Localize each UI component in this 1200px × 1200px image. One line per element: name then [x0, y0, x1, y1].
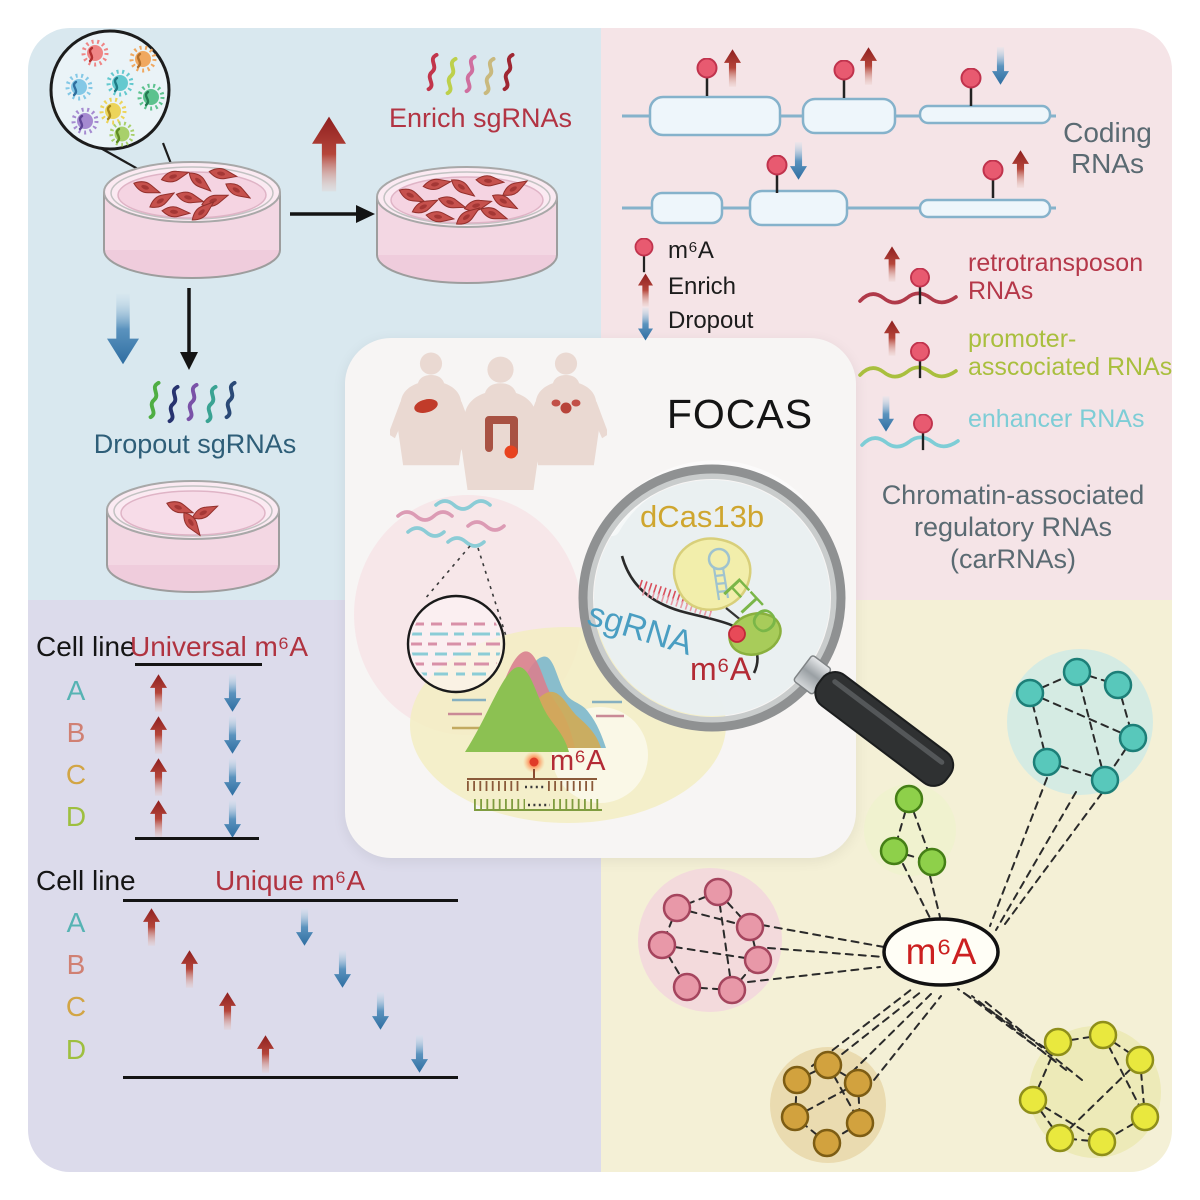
universal-row-a: A: [66, 675, 86, 706]
enrich-legend-icon: [638, 273, 653, 307]
human-silhouettes: [390, 352, 607, 490]
green-cluster-nodes: [879, 784, 947, 877]
teal-cluster-nodes: [1015, 657, 1148, 795]
universal-m6a-title: Universal m⁶A: [130, 631, 309, 662]
retrotransposon-label: retrotransposon RNAs: [968, 249, 1144, 305]
magnifier-handle: [793, 655, 955, 787]
petri-dish-initial: [103, 161, 281, 279]
coding-rnas-label: Coding RNAs: [1063, 117, 1152, 179]
dropout-arrow-icon: [107, 293, 139, 365]
dropout-sgrna-squiggles: [148, 380, 237, 424]
sequence-combs: [467, 778, 602, 811]
petri-dish-enriched: [376, 166, 558, 284]
retrotransposon-row: [858, 246, 958, 306]
m6a-peaks: [448, 651, 624, 780]
unique-row-c: C: [65, 991, 87, 1022]
universal-bottom-rule: [135, 837, 259, 840]
pink-cluster-nodes: [647, 877, 773, 1005]
petri-dish-dropout: [106, 480, 280, 593]
yellow-cluster-nodes: [1018, 1020, 1160, 1157]
peaks-m6a-label: m⁶A: [550, 745, 606, 777]
m6a-network: [638, 649, 1161, 1163]
m6a-hub-oval: [882, 917, 1000, 987]
enrich-sgrna-squiggles: [426, 52, 515, 96]
rna-strands: [396, 499, 506, 548]
m6a-lollipop-icon: [634, 238, 654, 274]
universal-cell-line-header: Cell line: [36, 631, 136, 662]
legend-enrich-label: Enrich: [668, 273, 737, 300]
universal-top-rule: [135, 663, 262, 666]
enhancer-label: enhancer RNAs: [968, 405, 1145, 433]
legend-m6a-label: m⁶A: [668, 237, 714, 264]
arrow-to-enriched: [290, 205, 375, 223]
virus-particles: [65, 39, 165, 147]
dcas13b-label: dCas13b: [640, 499, 765, 534]
enrich-sgrnas-label: Enrich sgRNAs: [388, 103, 573, 133]
sequencing-reads-circle: [406, 594, 506, 694]
focas-title: FOCAS: [666, 391, 814, 437]
unique-arrows: [143, 908, 428, 1073]
universal-arrows: [150, 674, 241, 838]
universal-row-d: D: [65, 801, 87, 832]
universal-row-b: B: [66, 717, 86, 748]
m6a-legend: [634, 238, 654, 341]
unique-top-rule: [123, 899, 458, 902]
enrich-arrow-icon: [312, 116, 346, 192]
enhancer-row: [860, 396, 960, 452]
promoter-row: [858, 320, 958, 380]
gold-cluster-nodes: [780, 1050, 875, 1158]
lens-contents: [620, 537, 782, 674]
promoter-label: promoter- asscociated RNAs: [968, 325, 1173, 381]
carrna-title: Chromatin-associated regulatory RNAs (ca…: [881, 480, 1145, 574]
network-hub-m6a-label: m⁶A: [905, 931, 977, 972]
network-edges: [661, 671, 1146, 1144]
universal-row-c: C: [65, 759, 87, 790]
coding-rna-diagram: [622, 47, 1056, 227]
unique-cell-line-header: Cell line: [36, 865, 136, 896]
unique-row-a: A: [66, 907, 86, 938]
dropout-legend-icon: [638, 307, 653, 341]
arrow-to-dropout: [180, 288, 198, 370]
lens-m6a-label: m⁶A: [690, 651, 752, 687]
tumor-dot: [504, 445, 518, 459]
liver-icon: [414, 399, 438, 413]
legend-dropout-label: Dropout: [668, 307, 754, 334]
unique-bottom-rule: [123, 1076, 458, 1079]
unique-row-b: B: [66, 949, 86, 980]
magnifier: [578, 460, 955, 787]
unique-m6a-title: Unique m⁶A: [214, 865, 366, 896]
dropout-sgrnas-label: Dropout sgRNAs: [93, 429, 297, 459]
uterus-icon: [551, 399, 581, 414]
unique-row-d: D: [65, 1034, 87, 1065]
